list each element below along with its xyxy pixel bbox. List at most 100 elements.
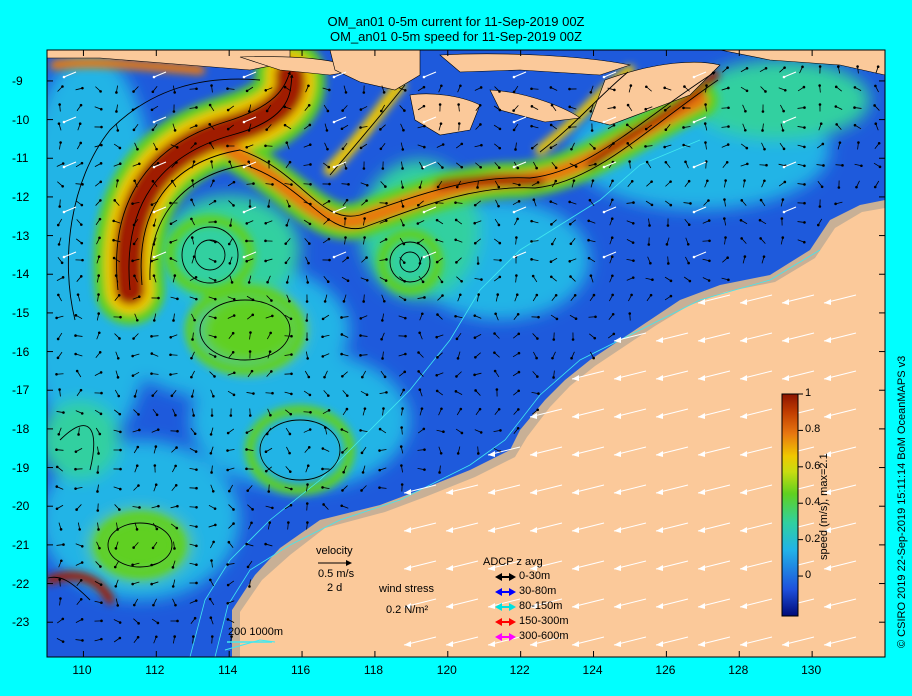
velocity-arrow: [569, 237, 576, 246]
velocity-arrow: [438, 84, 443, 93]
wind-arrow: [697, 294, 731, 305]
colorbar-tick-label: 1: [805, 387, 812, 399]
velocity-arrow: [436, 313, 443, 320]
velocity-arrow: [229, 218, 232, 227]
velocity-arrow: [131, 353, 140, 358]
velocity-arrow: [210, 559, 213, 568]
wind-arrow: [602, 206, 617, 214]
velocity-arrow: [419, 407, 424, 416]
velocity-arrow: [322, 503, 329, 510]
velocity-arrow: [799, 65, 804, 74]
y-tick-label: -18: [12, 421, 30, 436]
velocity-arrow: [340, 124, 349, 131]
velocity-arrow: [172, 408, 177, 417]
velocity-arrow: [77, 522, 81, 531]
velocity-arrow: [152, 274, 157, 283]
velocity-arrow: [400, 123, 405, 132]
velocity-arrow: [303, 143, 312, 148]
velocity-arrow: [721, 277, 730, 282]
velocity-arrow: [360, 485, 367, 492]
velocity-arrow: [172, 85, 177, 94]
velocity-arrow: [284, 334, 293, 338]
velocity-arrow: [873, 104, 880, 111]
velocity-arrow: [436, 143, 445, 148]
velocity-arrow: [818, 199, 822, 208]
adcp-glyph: [495, 588, 516, 596]
velocity-arrow: [399, 276, 406, 283]
velocity-arrow: [112, 238, 121, 243]
velocity-arrow: [115, 123, 120, 132]
wind-arrow: [823, 332, 857, 343]
wind-arrow: [823, 484, 857, 495]
velocity-arrow: [284, 486, 293, 491]
velocity-arrow: [454, 314, 463, 319]
velocity-arrow: [171, 161, 178, 168]
velocity-arrow: [248, 579, 251, 588]
wind-arrow: [602, 71, 617, 79]
velocity-arrow: [684, 179, 691, 188]
velocity-arrow: [74, 467, 83, 471]
velocity-arrow: [227, 390, 236, 397]
velocity-arrow: [324, 123, 329, 132]
velocity-arrow: [58, 199, 62, 208]
velocity-arrow: [647, 256, 652, 265]
velocity-arrow: [151, 123, 158, 132]
velocity-arrow: [759, 66, 768, 73]
velocity-arrow: [267, 160, 271, 169]
velocity-arrow: [74, 447, 83, 453]
y-tick-label: -23: [12, 615, 30, 630]
velocity-arrow: [265, 183, 274, 186]
velocity-arrow: [229, 408, 233, 417]
velocity-arrow: [473, 314, 482, 319]
wind-arrow: [403, 598, 437, 609]
y-tick-label: -11: [12, 151, 29, 166]
wind-arrow: [613, 598, 647, 609]
velocity-arrow: [74, 314, 83, 320]
velocity-arrow: [57, 427, 62, 436]
velocity-arrow: [683, 202, 692, 205]
velocity-arrow: [94, 143, 103, 148]
wind-arrow: [571, 446, 605, 457]
velocity-arrow: [818, 65, 822, 74]
velocity-arrow: [285, 275, 290, 284]
velocity-arrow: [153, 483, 158, 492]
velocity-arrow: [342, 407, 349, 416]
velocity-arrow: [170, 619, 179, 623]
velocity-arrow: [94, 580, 103, 586]
velocity-arrow: [153, 635, 158, 644]
velocity-arrow: [419, 312, 424, 321]
adcp-legend-glyphs: [495, 573, 516, 641]
velocity-arrow: [74, 352, 83, 357]
wind-arrow: [697, 598, 731, 609]
velocity-arrow: [362, 217, 366, 226]
velocity-arrow: [322, 258, 331, 262]
velocity-arrow: [721, 86, 730, 91]
wind-arrow: [692, 116, 707, 124]
velocity-arrow: [400, 483, 404, 492]
velocity-arrow: [853, 123, 862, 130]
velocity-arrow: [456, 407, 463, 416]
velocity-arrow: [170, 144, 179, 149]
velocity-arrow: [56, 218, 63, 227]
wind-arrow: [692, 71, 707, 79]
velocity-arrow: [208, 504, 217, 510]
velocity-arrow: [493, 332, 500, 339]
velocity-arrow: [116, 522, 119, 531]
velocity-arrow: [552, 332, 556, 341]
velocity-arrow: [169, 353, 178, 357]
velocity-arrow: [321, 486, 330, 489]
wind-stress-arrows: [62, 71, 857, 647]
velocity-arrow: [398, 315, 407, 320]
velocity-arrow: [266, 295, 273, 302]
wind-arrow: [529, 598, 563, 609]
velocity-arrow: [626, 276, 635, 281]
velocity-arrow: [287, 521, 290, 530]
velocity-arrow: [303, 219, 312, 226]
velocity-arrow: [834, 105, 843, 110]
velocity-arrow: [438, 446, 443, 455]
velocity-arrow: [379, 391, 388, 395]
velocity-arrow: [56, 351, 63, 360]
velocity-arrow: [493, 429, 502, 432]
velocity-arrow: [589, 293, 596, 302]
wind-arrow: [487, 484, 521, 495]
